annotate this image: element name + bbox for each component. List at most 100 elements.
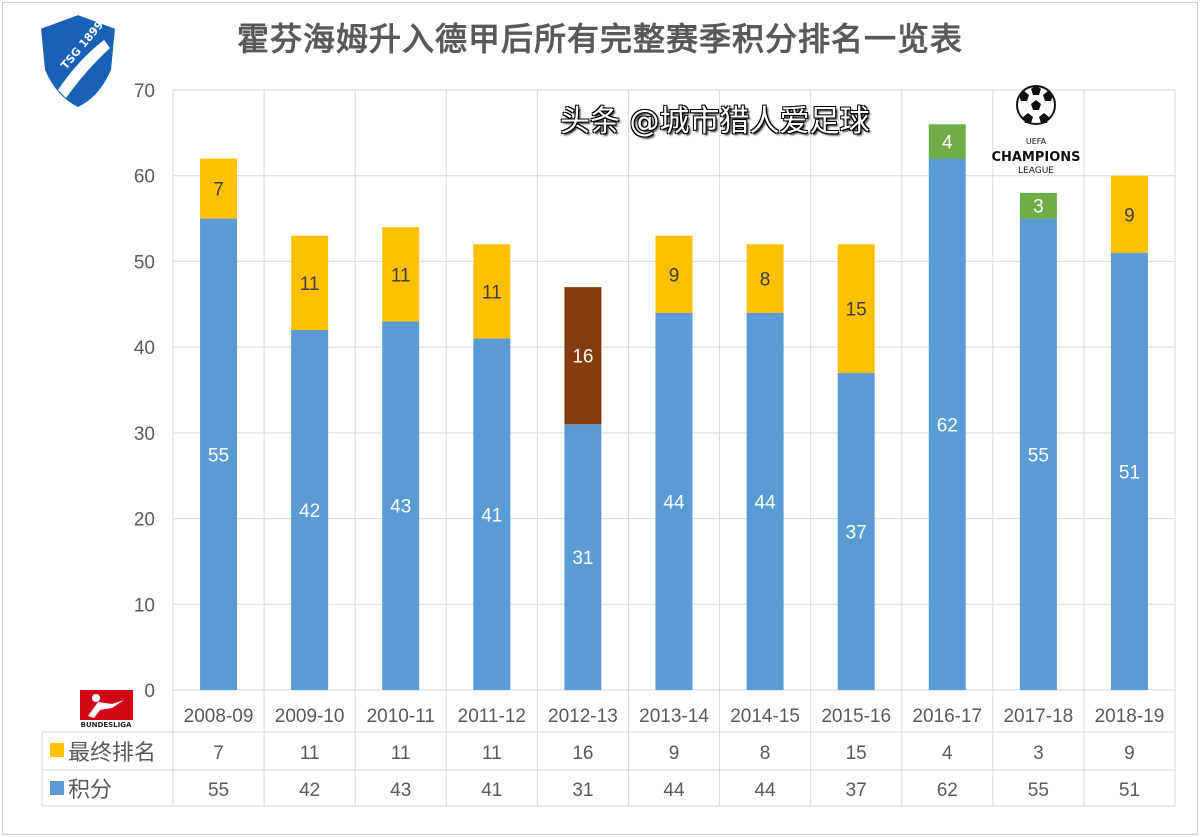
table-cell-points: 31 <box>572 780 593 801</box>
bar-points <box>564 424 602 690</box>
bar-points <box>746 312 784 690</box>
bar-rank <box>837 244 875 373</box>
data-label-points: 62 <box>937 415 958 436</box>
legend-label-points: 积分 <box>68 778 112 803</box>
table-cell-rank: 9 <box>669 743 680 764</box>
champions-league-star-icon <box>1043 91 1053 101</box>
watermark: 头条 @城市猎人爱足球 <box>560 104 870 139</box>
x-tick-label: 2013-14 <box>639 706 709 727</box>
bar-rank <box>1019 192 1057 219</box>
data-label-points: 37 <box>846 522 867 543</box>
champions-league-star-icon <box>1031 100 1041 110</box>
data-label-points: 44 <box>755 492 777 513</box>
bar-rank <box>1110 175 1148 253</box>
data-label-rank: 9 <box>1124 205 1135 226</box>
table-cell-rank: 11 <box>300 743 320 764</box>
x-tick-label: 2011-12 <box>458 706 526 727</box>
x-tick-label: 2009-10 <box>275 706 345 727</box>
y-tick-label: 70 <box>134 81 155 102</box>
chart-title: 霍芬海姆升入德甲后所有完整赛季积分排名一览表 <box>236 20 963 58</box>
bar-points <box>837 372 875 690</box>
data-label-rank: 4 <box>942 132 953 153</box>
champions-league-logo-text: UEFA <box>1026 137 1047 146</box>
y-tick-label: 10 <box>134 595 155 616</box>
x-tick-label: 2017-18 <box>1003 706 1073 727</box>
data-label-rank: 7 <box>213 180 224 201</box>
club-logo-stripe <box>58 40 110 98</box>
x-tick-label: 2010-11 <box>367 706 435 727</box>
bar-rank <box>746 244 784 313</box>
data-label-points: 55 <box>1028 445 1049 466</box>
x-tick-label: 2008-09 <box>184 706 254 727</box>
legend-key-rank <box>50 743 64 757</box>
table-cell-points: 51 <box>1119 780 1140 801</box>
bar-rank <box>928 124 966 159</box>
table-cell-points: 55 <box>1028 780 1049 801</box>
bar-points <box>1019 218 1057 691</box>
bundesliga-logo-figure <box>92 694 100 702</box>
table-cell-rank: 3 <box>1033 743 1044 764</box>
y-tick-label: 60 <box>134 167 155 188</box>
y-tick-label: 0 <box>144 681 155 702</box>
data-label-rank: 15 <box>846 300 867 321</box>
table-cell-rank: 9 <box>1124 743 1135 764</box>
data-label-rank: 11 <box>300 274 320 295</box>
x-tick-label: 2014-15 <box>730 706 800 727</box>
data-label-rank: 11 <box>482 282 502 303</box>
data-label-rank: 8 <box>760 270 771 291</box>
table-cell-points: 55 <box>208 780 229 801</box>
data-label-rank: 11 <box>391 265 411 286</box>
table-cell-rank: 4 <box>942 743 953 764</box>
bundesliga-logo-text: BUNDESLIGA <box>81 721 132 729</box>
table-cell-points: 62 <box>937 780 958 801</box>
data-label-points: 42 <box>299 501 320 522</box>
data-label-points: 44 <box>663 492 685 513</box>
table-cell-rank: 15 <box>846 743 867 764</box>
legend-label-rank: 最终排名 <box>68 741 156 766</box>
champions-league-logo-text: CHAMPIONS <box>991 150 1080 165</box>
table-cell-rank: 11 <box>391 743 411 764</box>
data-label-rank: 9 <box>669 265 680 286</box>
table-cell-points: 44 <box>663 780 685 801</box>
data-label-points: 31 <box>572 548 593 569</box>
data-label-points: 43 <box>390 497 411 518</box>
data-label-points: 55 <box>208 445 229 466</box>
bar-points <box>382 321 420 690</box>
champions-league-star-icon <box>1031 85 1041 95</box>
y-tick-label: 40 <box>134 338 155 359</box>
legend-key-points <box>50 781 64 795</box>
x-tick-label: 2012-13 <box>548 706 618 727</box>
champions-league-star-icon <box>1019 91 1029 101</box>
data-label-rank: 16 <box>572 347 593 368</box>
table-cell-rank: 16 <box>572 743 593 764</box>
champions-league-star-icon <box>1039 113 1049 123</box>
bar-points <box>473 338 511 690</box>
data-label-points: 51 <box>1119 462 1140 483</box>
bar-rank <box>473 244 511 339</box>
table-cell-points: 43 <box>390 780 411 801</box>
champions-league-logo-text: LEAGUE <box>1018 166 1054 176</box>
bar-points <box>291 330 329 690</box>
bar-rank <box>291 235 329 330</box>
bar-rank <box>382 227 420 322</box>
table-cell-points: 42 <box>299 780 320 801</box>
table-cell-rank: 11 <box>482 743 502 764</box>
x-tick-label: 2015-16 <box>821 706 891 727</box>
table-cell-rank: 7 <box>213 743 224 764</box>
bar-points <box>928 158 966 691</box>
x-tick-label: 2018-19 <box>1095 706 1165 727</box>
y-tick-label: 50 <box>134 252 155 273</box>
champions-league-star-icon <box>1023 113 1033 123</box>
bar-rank <box>200 158 238 219</box>
table-cell-points: 37 <box>846 780 867 801</box>
x-tick-label: 2016-17 <box>912 706 982 727</box>
y-tick-label: 30 <box>134 424 155 445</box>
bar-rank <box>564 287 602 425</box>
bar-rank <box>655 235 693 313</box>
data-label-points: 41 <box>481 505 502 526</box>
bundesliga-logo-figure-body <box>88 700 124 718</box>
table-cell-points: 44 <box>755 780 777 801</box>
y-tick-label: 20 <box>134 510 155 531</box>
